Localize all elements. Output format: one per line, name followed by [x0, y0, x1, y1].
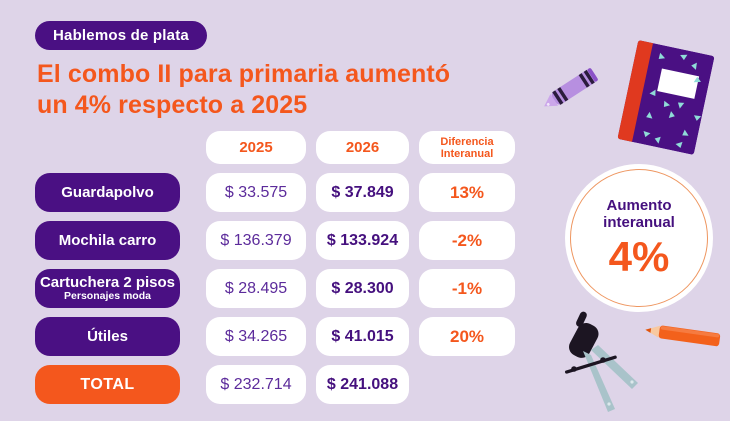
- cell-2026-guardapolvo: $ 37.849: [316, 173, 409, 212]
- row-sublabel-text: Personajes moda: [64, 290, 151, 302]
- row-label-total: TOTAL: [35, 365, 180, 404]
- compass-icon: [558, 310, 646, 420]
- header-diff-line2: Interanual: [440, 147, 494, 160]
- pencil-icon: [643, 321, 723, 350]
- row-label-mochila-carro: Mochila carro: [35, 221, 180, 260]
- cell-2025-mochila-carro: $ 136.379: [206, 221, 306, 260]
- cell-2026-utiles: $ 41.015: [316, 317, 409, 356]
- page-title: El combo II para primaria aumentó un 4% …: [37, 59, 450, 121]
- header-diff-line1: Diferencia: [440, 135, 494, 148]
- page-title-line2: un 4% respecto a 2025: [37, 91, 308, 119]
- header-2025: 2025: [206, 131, 306, 164]
- header-diff: Diferencia Interanual: [419, 131, 515, 164]
- cell-2025-total: $ 232.714: [206, 365, 306, 404]
- cell-diff-utiles: 20%: [419, 317, 515, 356]
- cell-2025-utiles: $ 34.265: [206, 317, 306, 356]
- highlight-value: 4%: [608, 232, 670, 280]
- cell-diff-total-empty: [419, 365, 515, 404]
- crayon-icon: [538, 63, 604, 116]
- row-label-guardapolvo: Guardapolvo: [35, 173, 180, 212]
- cell-2026-mochila-carro: $ 133.924: [316, 221, 409, 260]
- row-label-text: Útiles: [87, 327, 128, 345]
- page-title-line1: El combo II para primaria aumentó: [37, 60, 451, 88]
- highlight-circle: Aumento interanual 4%: [565, 164, 713, 312]
- cell-2025-cartuchera: $ 28.495: [206, 269, 306, 308]
- row-label-text: Mochila carro: [58, 231, 157, 249]
- row-label-utiles: Útiles: [35, 317, 180, 356]
- row-label-text: Cartuchera 2 pisos: [39, 274, 176, 291]
- cell-2025-guardapolvo: $ 33.575: [206, 173, 306, 212]
- price-table: 2025 2026 Diferencia Interanual Guardapo…: [35, 131, 515, 404]
- cell-diff-mochila-carro: -2%: [419, 221, 515, 260]
- topic-badge: Hablemos de plata: [35, 21, 207, 50]
- highlight-label-line2: interanual: [603, 213, 675, 231]
- cell-diff-guardapolvo: 13%: [419, 173, 515, 212]
- row-label-text: Guardapolvo: [61, 183, 154, 201]
- highlight-label-line1: Aumento: [606, 196, 672, 214]
- cell-2026-cartuchera: $ 28.300: [316, 269, 409, 308]
- cell-diff-cartuchera: -1%: [419, 269, 515, 308]
- notebook-icon: [617, 40, 715, 155]
- cell-2026-total: $ 241.088: [316, 365, 409, 404]
- header-2026: 2026: [316, 131, 409, 164]
- row-label-text: TOTAL: [80, 375, 135, 393]
- row-label-cartuchera: Cartuchera 2 pisos Personajes moda: [35, 269, 180, 308]
- header-spacer: [35, 131, 196, 164]
